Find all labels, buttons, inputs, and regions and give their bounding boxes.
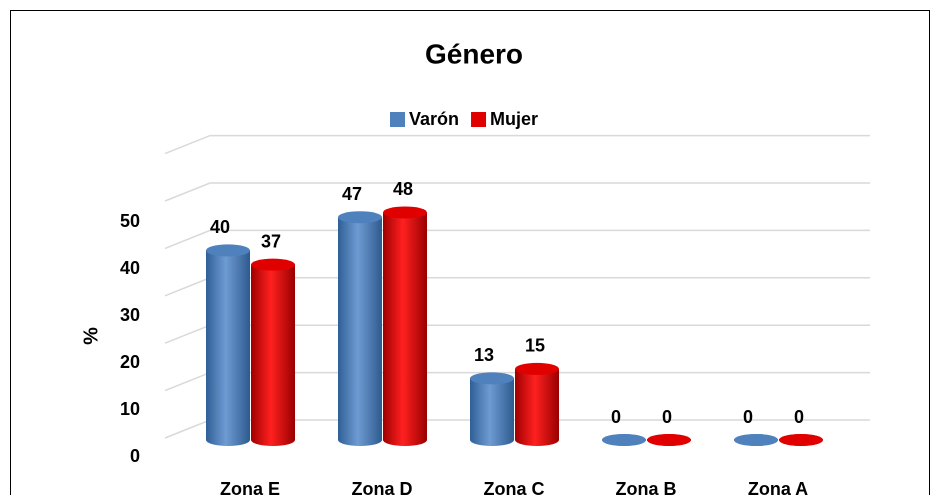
value-label: 47 <box>342 184 362 204</box>
value-label: 13 <box>474 345 494 365</box>
value-label: 0 <box>611 407 621 427</box>
legend: Varón Mujer <box>390 109 538 129</box>
bar-body <box>515 368 559 440</box>
x-tick-label: Zona D <box>352 479 413 495</box>
y-tick-label: 30 <box>120 305 140 325</box>
bar-top <box>734 434 778 446</box>
grid-line <box>164 229 870 250</box>
x-tick-label: Zona A <box>748 479 808 495</box>
bar-top <box>647 434 691 446</box>
y-tick-label: 50 <box>120 211 140 231</box>
value-label: 0 <box>743 407 753 427</box>
bar-top <box>602 434 646 446</box>
y-tick-label: 40 <box>120 258 140 278</box>
bar-top <box>251 258 295 271</box>
x-tick-label: Zona B <box>616 479 677 495</box>
bar-top <box>383 206 427 219</box>
value-label: 40 <box>210 217 230 237</box>
legend-swatch <box>471 112 487 127</box>
bar <box>734 434 778 446</box>
bar-top <box>470 372 514 385</box>
x-tick-label: Zona C <box>484 479 545 495</box>
bar <box>602 434 646 446</box>
legend-swatch <box>390 112 405 127</box>
bar-top <box>338 211 382 224</box>
value-label: 0 <box>794 407 804 427</box>
bar-body <box>470 378 514 440</box>
bar <box>338 211 382 446</box>
grid-line <box>164 134 870 155</box>
y-tick-label: 0 <box>130 446 140 466</box>
value-label: 0 <box>662 407 672 427</box>
y-tick-label: 20 <box>120 352 140 372</box>
legend-label: Varón <box>409 109 459 129</box>
bar-body <box>251 264 295 440</box>
bar-top <box>206 244 250 257</box>
y-tick-label: 10 <box>120 399 140 419</box>
bar <box>470 372 514 446</box>
bar-body <box>206 250 250 440</box>
bar <box>779 434 823 446</box>
bar <box>251 258 295 446</box>
bar-body <box>338 217 382 440</box>
bar <box>383 206 427 446</box>
y-axis-label: % <box>80 327 102 345</box>
bar <box>515 362 559 446</box>
value-label: 37 <box>261 231 281 251</box>
bar-top <box>515 362 559 375</box>
bar-body <box>383 212 427 440</box>
legend-label: Mujer <box>490 109 538 129</box>
bar <box>647 434 691 446</box>
value-label: 48 <box>393 179 413 199</box>
grid-line <box>164 182 870 202</box>
bar <box>206 244 250 446</box>
bar-top <box>779 434 823 446</box>
x-tick-label: Zona E <box>220 479 280 495</box>
value-label: 15 <box>525 336 545 356</box>
frame <box>10 10 930 495</box>
chart-title: Género <box>425 38 523 69</box>
